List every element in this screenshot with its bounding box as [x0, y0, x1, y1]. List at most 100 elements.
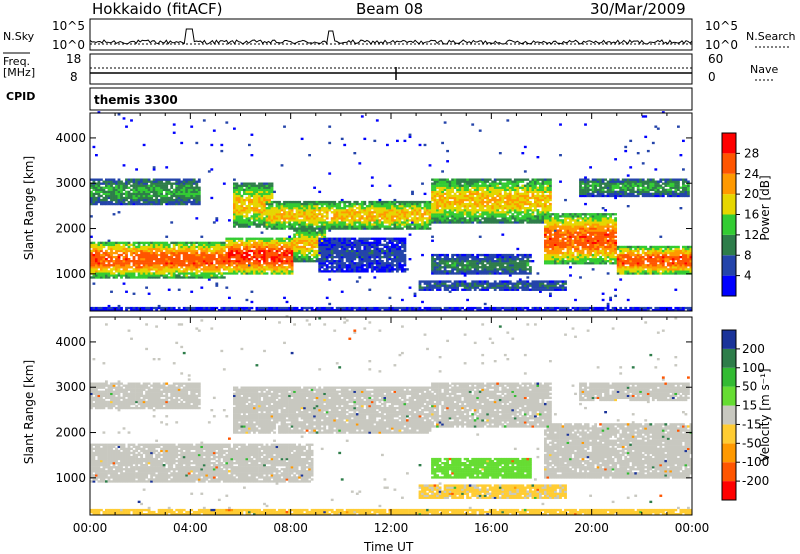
heatmap-cell: [260, 309, 264, 312]
heatmap-cell: [228, 247, 231, 251]
heatmap-cell: [305, 202, 309, 206]
heatmap-cell: [383, 209, 387, 212]
heatmap-cell: [170, 178, 174, 181]
heatmap-cell: [235, 211, 239, 214]
heatmap-cell: [418, 225, 422, 228]
heatmap-cell: [323, 229, 327, 232]
heatmap-cell: [478, 266, 482, 269]
heatmap-cell: [373, 249, 377, 253]
heatmap-cell: [333, 266, 337, 269]
heatmap-cell: [416, 217, 419, 220]
heatmap-cell: [471, 262, 475, 265]
heatmap-cell: [185, 258, 189, 261]
heatmap-cell: [290, 306, 294, 310]
heatmap-cell: [155, 258, 159, 261]
heatmap-cell: [268, 223, 271, 226]
heatmap-cell: [328, 260, 332, 263]
heatmap-cell: [358, 253, 362, 257]
heatmap-cell: [150, 247, 154, 251]
heatmap-cell: [230, 239, 234, 242]
heatmap-cell: [102, 266, 106, 269]
heatmap-cell: [263, 262, 266, 265]
heatmap-cell: [343, 306, 347, 310]
heatmap-cell: [228, 309, 231, 312]
heatmap-cell: [180, 266, 184, 269]
heatmap-cell: [117, 249, 121, 253]
heatmap-cell: [170, 192, 174, 196]
heatmap-cell: [200, 241, 204, 245]
heatmap-cell: [255, 255, 259, 259]
heatmap-cell: [192, 186, 196, 189]
heatmap-cell: [235, 209, 239, 212]
heatmap-cell: [378, 249, 382, 253]
heatmap-cell: [238, 253, 241, 257]
heatmap-cell: [217, 245, 221, 249]
heatmap-cell: [471, 264, 475, 267]
heatmap-cell: [265, 200, 269, 204]
heatmap-cell: [398, 245, 402, 249]
heatmap-cell: [381, 202, 384, 206]
heatmap-cell: [335, 262, 339, 265]
heatmap-cell: [200, 243, 204, 247]
heatmap-cell: [391, 270, 394, 273]
heatmap-cell: [268, 211, 271, 214]
heatmap-cell: [353, 249, 357, 253]
heatmap-cell: [137, 241, 141, 245]
heatmap-cell: [458, 180, 462, 183]
heatmap-cell: [343, 209, 347, 212]
heatmap-cell: [253, 245, 256, 249]
heatmap-cell: [315, 260, 319, 263]
heatmap-cell: [275, 217, 279, 220]
heatmap-cell: [438, 186, 442, 189]
heatmap-cell: [200, 260, 204, 263]
heatmap-cell: [112, 241, 116, 245]
heatmap-cell: [343, 243, 347, 247]
heatmap-cell: [222, 309, 226, 312]
heatmap-cell: [278, 223, 281, 226]
heatmap-cell: [335, 202, 339, 206]
heatmap-cell: [177, 184, 181, 187]
heatmap-cell: [210, 196, 214, 200]
heatmap-cell: [167, 306, 171, 310]
heatmap-cell: [222, 266, 226, 269]
heatmap-cell: [120, 180, 123, 183]
heatmap-cell: [468, 270, 472, 273]
heatmap-cell: [155, 178, 159, 181]
heatmap-cell: [290, 237, 294, 240]
heatmap-cell: [358, 207, 362, 210]
heatmap-cell: [285, 247, 289, 251]
heatmap-cell: [165, 184, 169, 187]
heatmap-cell: [278, 249, 281, 253]
heatmap-cell: [308, 249, 312, 253]
heatmap-cell: [115, 180, 118, 183]
heatmap-cell: [253, 251, 256, 255]
heatmap-cell: [175, 260, 179, 263]
heatmap-cell: [338, 239, 342, 242]
heatmap-cell: [323, 255, 327, 259]
heatmap-cell: [333, 243, 337, 247]
heatmap-cell: [245, 247, 249, 251]
heatmap-cell: [375, 270, 379, 273]
heatmap-cell: [443, 198, 447, 202]
heatmap-cell: [320, 213, 324, 216]
heatmap-cell: [473, 198, 477, 202]
heatmap-cell: [396, 215, 399, 218]
heatmap-cell: [493, 207, 497, 210]
heatmap-cell: [368, 249, 372, 253]
heatmap-cell: [273, 255, 276, 259]
heatmap-cell: [245, 251, 249, 255]
heatmap-cell: [127, 241, 131, 245]
heatmap-cell: [95, 264, 98, 267]
heatmap-cell: [217, 247, 221, 251]
heatmap-cell: [273, 227, 276, 230]
heatmap-cell: [438, 202, 442, 206]
heatmap-cell: [137, 184, 141, 187]
heatmap-cell: [438, 306, 442, 310]
heatmap-cell: [132, 188, 136, 192]
heatmap-cell: [177, 243, 181, 247]
heatmap-cell: [426, 286, 429, 289]
heatmap-cell: [318, 268, 322, 271]
heatmap-cell: [373, 227, 377, 230]
heatmap-cell: [478, 288, 482, 291]
heatmap-cell: [228, 268, 231, 271]
